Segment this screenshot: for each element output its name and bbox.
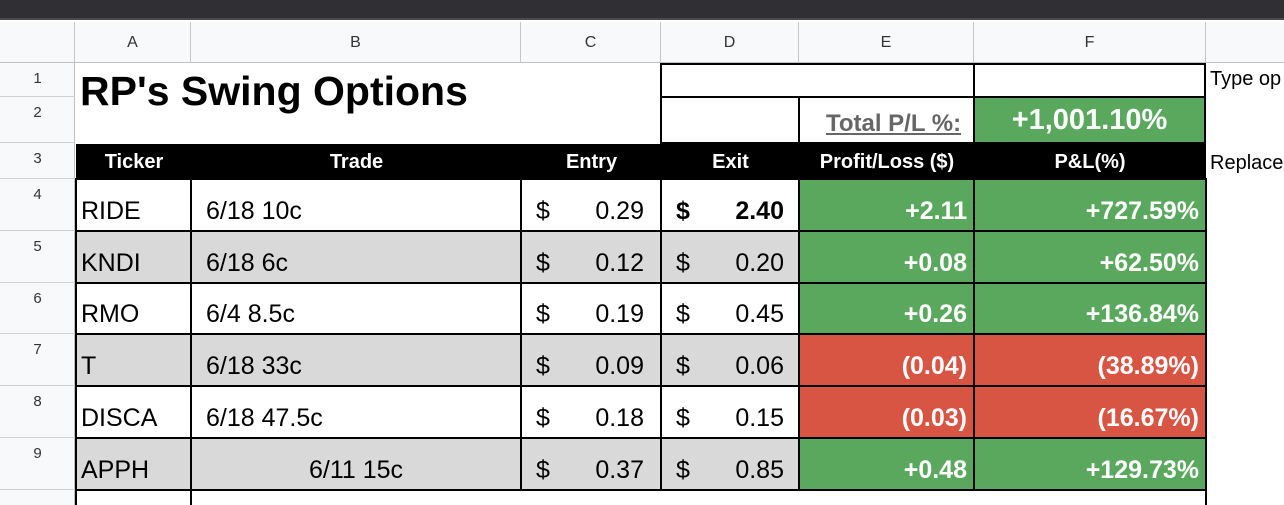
entry-value: 0.37 [595,456,644,484]
row-header-8[interactable]: 8 [0,386,75,438]
sheet-title[interactable]: RP's Swing Options [80,68,468,114]
row-header-9[interactable]: 9 [0,438,75,490]
cell-ticker[interactable]: RIDE [75,178,192,232]
header-entry[interactable]: Entry [521,144,662,180]
cell-trade[interactable]: 6/11 15c [190,437,522,491]
currency-symbol: $ [536,456,550,484]
row-10-cells[interactable] [190,489,1207,505]
cell-trade[interactable]: 6/18 6c [190,230,522,284]
currency-symbol: $ [536,300,550,328]
cell-ticker-empty[interactable] [75,489,192,505]
column-header-f[interactable]: F [974,22,1206,63]
cell-ticker[interactable]: KNDI [75,230,192,284]
cell-trade[interactable]: 6/4 8.5c [190,282,522,335]
header-pl-percent[interactable]: P&L(%) [974,144,1206,180]
cell-entry[interactable]: $ 0.12 [520,230,662,284]
header-trade[interactable]: Trade [191,144,522,180]
currency-symbol: $ [676,300,690,328]
currency-symbol: $ [676,249,690,277]
cell-trade[interactable]: 6/18 10c [190,178,522,232]
side-note-type[interactable]: Type op [1210,68,1282,90]
cell-profit-loss[interactable]: (0.03) [798,385,975,439]
entry-value: 0.19 [595,300,644,328]
row-header-5[interactable]: 5 [0,231,75,283]
cell-profit-loss[interactable]: (0.04) [798,333,975,387]
currency-symbol: $ [536,197,550,225]
exit-value: 0.15 [735,404,784,432]
cell-d2[interactable] [660,96,800,144]
exit-value: 2.40 [735,197,784,225]
cell-ticker[interactable]: APPH [75,437,192,491]
exit-value: 0.06 [735,352,784,380]
column-header-e[interactable]: E [799,22,974,63]
cell-ticker[interactable]: DISCA [75,385,192,439]
header-exit[interactable]: Exit [661,144,800,180]
row-header-3[interactable]: 3 [0,143,75,179]
currency-symbol: $ [676,404,690,432]
column-header-b[interactable]: B [191,22,521,63]
cell-entry[interactable]: $ 0.37 [520,437,662,491]
cell-pl-percent[interactable]: (16.67%) [973,385,1207,439]
cell-pl-percent[interactable]: (38.89%) [973,333,1207,387]
side-note-replace[interactable]: Replace [1210,152,1284,174]
cell-pl-percent[interactable]: +129.73% [973,437,1207,491]
column-header-c[interactable]: C [521,22,661,63]
entry-value: 0.18 [595,404,644,432]
cell-trade[interactable]: 6/18 33c [190,333,522,387]
column-header-d[interactable]: D [661,22,799,63]
cell-profit-loss[interactable]: +0.08 [798,230,975,284]
column-header-a[interactable]: A [75,22,191,63]
total-pl-label[interactable]: Total P/L %: [798,96,975,144]
cell-entry[interactable]: $ 0.29 [520,178,662,232]
row-header-7[interactable]: 7 [0,334,75,386]
row-header-1[interactable]: 1 [0,63,75,97]
cell-exit[interactable]: $ 0.06 [660,333,800,387]
cell-pl-percent[interactable]: +62.50% [973,230,1207,284]
currency-symbol: $ [676,197,690,225]
exit-value: 0.20 [735,249,784,277]
exit-value: 0.85 [735,456,784,484]
currency-symbol: $ [676,456,690,484]
cell-exit[interactable]: $ 0.45 [660,282,800,335]
row-header-6[interactable]: 6 [0,283,75,334]
currency-symbol: $ [676,352,690,380]
cell-profit-loss[interactable]: +0.48 [798,437,975,491]
cell-entry[interactable]: $ 0.09 [520,333,662,387]
total-pl-value[interactable]: +1,001.10% [973,96,1206,144]
cell-pl-percent[interactable]: +136.84% [973,282,1207,335]
row-header-4[interactable]: 4 [0,179,75,231]
entry-value: 0.12 [595,249,644,277]
cell-trade[interactable]: 6/18 47.5c [190,385,522,439]
cell-exit[interactable]: $ 0.85 [660,437,800,491]
cell-ticker[interactable]: RMO [75,282,192,335]
cell-exit[interactable]: $ 0.15 [660,385,800,439]
column-header-bar [0,22,1284,63]
currency-symbol: $ [536,352,550,380]
row-header-2[interactable]: 2 [0,97,75,143]
select-all-corner[interactable] [0,22,75,63]
header-profit-loss[interactable]: Profit/Loss ($) [799,144,975,180]
cell-exit[interactable]: $ 2.40 [660,178,800,232]
merged-cell-d1-e1[interactable] [660,63,975,98]
window-top-bar [0,0,1284,20]
entry-value: 0.29 [595,197,644,225]
cell-f1[interactable] [973,63,1206,98]
cell-profit-loss[interactable]: +2.11 [798,178,975,232]
currency-symbol: $ [536,249,550,277]
exit-value: 0.45 [735,300,784,328]
cell-exit[interactable]: $ 0.20 [660,230,800,284]
currency-symbol: $ [536,404,550,432]
cell-ticker[interactable]: T [75,333,192,387]
entry-value: 0.09 [595,352,644,380]
header-ticker[interactable]: Ticker [76,144,192,180]
cell-profit-loss[interactable]: +0.26 [798,282,975,335]
cell-entry[interactable]: $ 0.18 [520,385,662,439]
cell-entry[interactable]: $ 0.19 [520,282,662,335]
row-header-bar [0,63,75,505]
cell-pl-percent[interactable]: +727.59% [973,178,1207,232]
